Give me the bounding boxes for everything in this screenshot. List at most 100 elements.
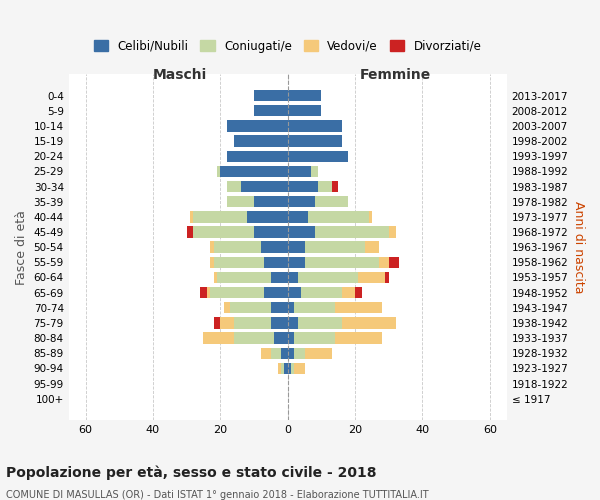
Bar	[385, 272, 389, 283]
Legend: Celibi/Nubili, Coniugati/e, Vedovi/e, Divorziati/e: Celibi/Nubili, Coniugati/e, Vedovi/e, Di…	[89, 35, 486, 58]
Bar	[305, 242, 365, 253]
Bar	[287, 150, 349, 162]
Bar	[190, 211, 193, 222]
Bar	[311, 166, 318, 177]
Bar	[341, 318, 395, 328]
Bar	[314, 226, 389, 237]
Bar	[281, 362, 284, 374]
Bar	[207, 287, 210, 298]
Bar	[305, 348, 331, 359]
Bar	[365, 242, 379, 253]
Bar	[295, 348, 305, 359]
Bar	[217, 272, 271, 283]
Bar	[341, 287, 355, 298]
Bar	[295, 302, 335, 314]
Bar	[254, 226, 287, 237]
Bar	[220, 318, 234, 328]
Bar	[287, 196, 314, 207]
Bar	[308, 211, 368, 222]
Bar	[210, 256, 214, 268]
Bar	[254, 105, 287, 117]
Bar	[284, 362, 287, 374]
Bar	[234, 136, 287, 146]
Bar	[227, 150, 287, 162]
Bar	[227, 196, 254, 207]
Bar	[271, 348, 281, 359]
Bar	[220, 166, 287, 177]
Bar	[254, 90, 287, 101]
Bar	[210, 287, 264, 298]
Bar	[331, 181, 338, 192]
Bar	[214, 318, 220, 328]
Bar	[368, 211, 372, 222]
Text: Femmine: Femmine	[360, 68, 431, 82]
Bar	[287, 105, 322, 117]
Bar	[287, 136, 341, 146]
Bar	[281, 348, 287, 359]
Bar	[224, 302, 230, 314]
Bar	[287, 166, 311, 177]
Bar	[193, 211, 247, 222]
Bar	[295, 332, 335, 344]
Bar	[287, 272, 298, 283]
Bar	[389, 226, 395, 237]
Bar	[278, 362, 281, 374]
Bar	[287, 348, 295, 359]
Bar	[287, 211, 308, 222]
Bar	[193, 226, 254, 237]
Bar	[318, 181, 332, 192]
Bar	[287, 120, 341, 132]
Text: COMUNE DI MASULLAS (OR) - Dati ISTAT 1° gennaio 2018 - Elaborazione TUTTITALIA.I: COMUNE DI MASULLAS (OR) - Dati ISTAT 1° …	[6, 490, 428, 500]
Bar	[287, 287, 301, 298]
Bar	[217, 166, 220, 177]
Y-axis label: Fasce di età: Fasce di età	[15, 210, 28, 284]
Text: Popolazione per età, sesso e stato civile - 2018: Popolazione per età, sesso e stato civil…	[6, 465, 377, 479]
Bar	[264, 287, 287, 298]
Bar	[271, 302, 287, 314]
Bar	[234, 332, 274, 344]
Bar	[287, 226, 314, 237]
Bar	[287, 90, 322, 101]
Bar	[227, 120, 287, 132]
Bar	[298, 272, 358, 283]
Text: Maschi: Maschi	[153, 68, 207, 82]
Bar	[287, 242, 305, 253]
Bar	[389, 256, 399, 268]
Bar	[214, 272, 217, 283]
Bar	[271, 272, 287, 283]
Bar	[298, 318, 341, 328]
Bar	[287, 302, 295, 314]
Bar	[379, 256, 389, 268]
Y-axis label: Anni di nascita: Anni di nascita	[572, 201, 585, 294]
Bar	[230, 302, 271, 314]
Bar	[203, 332, 234, 344]
Bar	[261, 242, 287, 253]
Bar	[214, 256, 264, 268]
Bar	[355, 287, 362, 298]
Bar	[210, 242, 214, 253]
Bar	[287, 332, 295, 344]
Bar	[301, 287, 341, 298]
Bar	[295, 362, 305, 374]
Bar	[287, 362, 291, 374]
Bar	[254, 196, 287, 207]
Bar	[271, 318, 287, 328]
Bar	[287, 181, 318, 192]
Bar	[314, 196, 349, 207]
Bar	[241, 181, 287, 192]
Bar	[274, 332, 287, 344]
Bar	[358, 272, 385, 283]
Bar	[335, 332, 382, 344]
Bar	[214, 242, 261, 253]
Bar	[291, 362, 295, 374]
Bar	[287, 318, 298, 328]
Bar	[234, 318, 271, 328]
Bar	[287, 256, 305, 268]
Bar	[200, 287, 207, 298]
Bar	[264, 256, 287, 268]
Bar	[261, 348, 271, 359]
Bar	[247, 211, 287, 222]
Bar	[335, 302, 382, 314]
Bar	[305, 256, 379, 268]
Bar	[227, 181, 241, 192]
